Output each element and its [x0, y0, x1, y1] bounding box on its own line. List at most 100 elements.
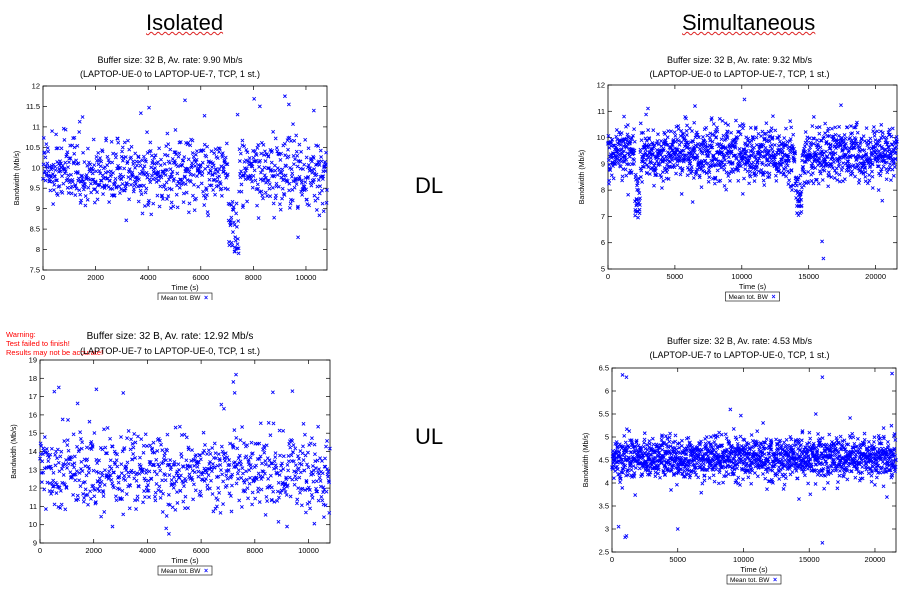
data-point [54, 464, 57, 467]
x-tick-label: 6000 [192, 273, 209, 282]
x-tick-label: 15000 [798, 272, 819, 281]
data-point [313, 453, 316, 456]
data-point [217, 150, 220, 153]
data-point [123, 167, 126, 170]
data-point [763, 183, 766, 186]
data-point [727, 156, 730, 159]
data-point [111, 161, 114, 164]
data-point [328, 511, 331, 514]
data-point [126, 139, 129, 142]
data-point [86, 503, 89, 506]
data-point [226, 456, 229, 459]
data-point [41, 460, 44, 463]
data-point [851, 432, 854, 435]
data-point [206, 165, 209, 168]
data-point [300, 179, 303, 182]
data-point [296, 236, 299, 239]
data-point [823, 132, 826, 135]
data-point [86, 458, 89, 461]
data-point [187, 158, 190, 161]
data-point [272, 490, 275, 493]
data-point [724, 433, 727, 436]
data-point [160, 176, 163, 179]
data-point [623, 434, 626, 437]
data-point [159, 496, 162, 499]
data-point [293, 483, 296, 486]
data-point [821, 178, 824, 181]
data-point [690, 165, 693, 168]
data-point [748, 182, 751, 185]
data-point [53, 390, 56, 393]
data-point [287, 469, 290, 472]
data-point [264, 160, 267, 163]
data-point [156, 161, 159, 164]
data-point [809, 493, 812, 496]
data-point [145, 469, 148, 472]
data-point [87, 471, 90, 474]
data-point [678, 143, 681, 146]
data-point [75, 470, 78, 473]
data-point [239, 463, 242, 466]
data-point [640, 180, 643, 183]
data-point [856, 437, 859, 440]
data-point [624, 168, 627, 171]
data-point [252, 174, 255, 177]
data-point [53, 183, 56, 186]
data-point [858, 178, 861, 181]
data-point [138, 472, 141, 475]
data-point [245, 455, 248, 458]
data-point [148, 470, 151, 473]
chart-panel-simultaneous-ul: Buffer size: 32 B, Av. rate: 4.53 Mb/s (… [570, 330, 909, 589]
data-point [79, 437, 82, 440]
data-point [93, 431, 96, 434]
data-point [742, 124, 745, 127]
data-point [76, 494, 79, 497]
data-point [142, 155, 145, 158]
plot-frame [40, 360, 330, 543]
data-point [98, 477, 101, 480]
data-point [138, 456, 141, 459]
data-point [176, 501, 179, 504]
data-point [828, 433, 831, 436]
data-point [260, 488, 263, 491]
data-point [310, 160, 313, 163]
data-point [96, 461, 99, 464]
data-point [739, 414, 742, 417]
data-point [189, 180, 192, 183]
data-point [114, 153, 117, 156]
data-point [176, 206, 179, 209]
data-point [155, 458, 158, 461]
data-point [237, 469, 240, 472]
data-point [108, 200, 111, 203]
data-point [723, 184, 726, 187]
data-point [278, 454, 281, 457]
x-tick-label: 4000 [140, 273, 157, 282]
data-point [854, 476, 857, 479]
data-point [175, 193, 178, 196]
data-point [132, 446, 135, 449]
data-point [238, 148, 241, 151]
data-point [218, 491, 221, 494]
data-point [235, 436, 238, 439]
data-point [316, 197, 319, 200]
data-point [117, 481, 120, 484]
data-point [167, 493, 170, 496]
data-point [150, 174, 153, 177]
data-point [840, 168, 843, 171]
data-point [67, 161, 70, 164]
data-point [257, 143, 260, 146]
data-point [151, 178, 154, 181]
data-point [274, 137, 277, 140]
data-point [680, 192, 683, 195]
data-point [627, 136, 630, 139]
data-point [142, 184, 145, 187]
data-point [166, 132, 169, 135]
data-point [216, 170, 219, 173]
data-point [264, 513, 267, 516]
data-point [633, 140, 636, 143]
data-point [153, 166, 156, 169]
chart-subtitle: (LAPTOP-UE-0 to LAPTOP-UE-7, TCP, 1 st.) [570, 69, 909, 79]
data-point [191, 151, 194, 154]
data-point [636, 216, 639, 219]
